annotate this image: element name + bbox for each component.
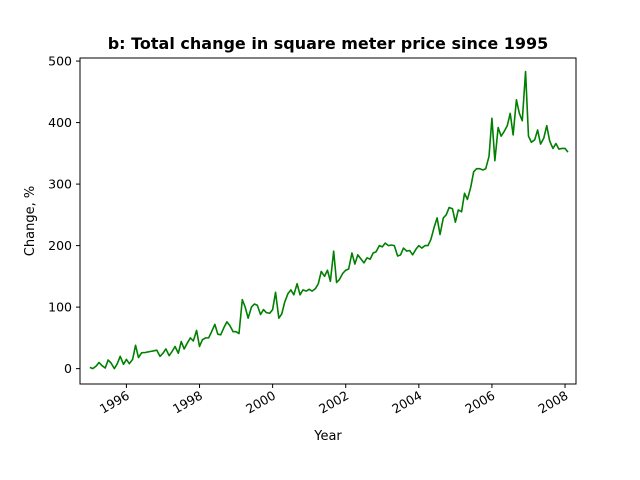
- y-tick-label: 300: [48, 177, 72, 192]
- y-axis-label: Change, %: [23, 186, 38, 256]
- x-axis-label: Year: [313, 429, 342, 444]
- plot-frame: [79, 57, 577, 385]
- y-tick-label: 100: [48, 300, 72, 315]
- y-tick-label: 200: [48, 238, 72, 253]
- chart-title: b: Total change in square meter price si…: [108, 34, 549, 53]
- y-tick-label: 400: [48, 115, 72, 130]
- plot-area: [89, 70, 569, 370]
- y-tick-label: 0: [64, 361, 72, 376]
- y-axis: 0 100 200 300 400 500: [48, 54, 80, 376]
- y-tick-label: 500: [48, 54, 72, 69]
- series-line-0: [89, 70, 569, 370]
